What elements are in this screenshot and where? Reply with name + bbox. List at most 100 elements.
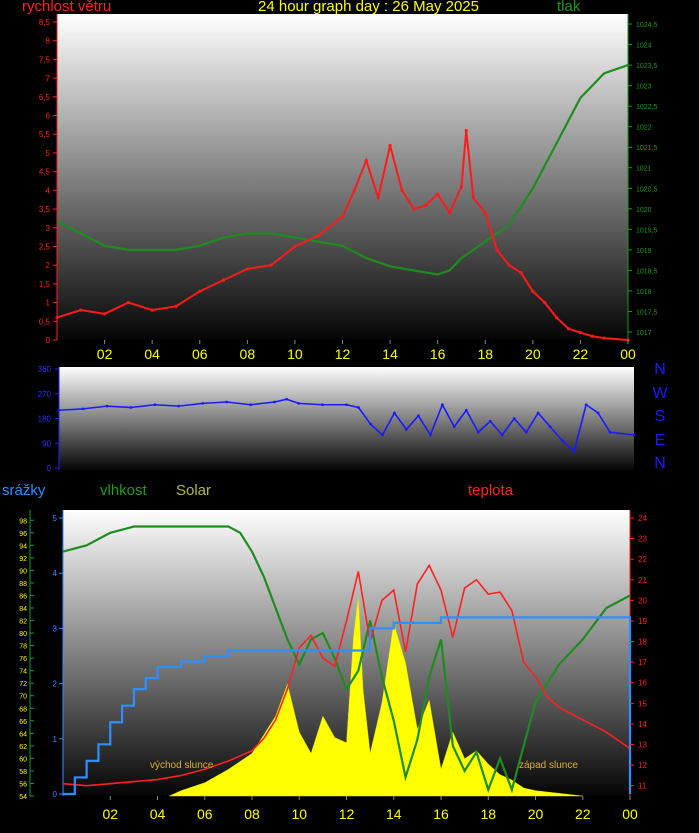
wind-point — [412, 207, 416, 211]
wind-point — [352, 188, 356, 192]
pressure-line — [56, 64, 629, 276]
wind-axis-tick-label: 6 — [46, 112, 51, 121]
wind-axis-tick-label: 3,5 — [39, 205, 51, 214]
wind-axis-tick-label: 8 — [46, 37, 51, 46]
direction-point — [452, 425, 456, 429]
wind-point — [55, 315, 59, 320]
humidity-axis-tick-label: 72 — [19, 681, 27, 688]
wind-axis-tick-label: 5 — [46, 149, 51, 158]
pressure-label: tlak — [557, 0, 581, 15]
wind-speed-label: rychlost větru — [22, 0, 112, 15]
direction-point — [273, 400, 277, 404]
direction-point — [548, 425, 552, 429]
direction-point — [632, 433, 636, 437]
direction-letter: N — [654, 361, 666, 378]
pressure-axis-tick-label: 1023,5 — [636, 63, 658, 70]
humidity-axis-tick-label: 60 — [19, 756, 27, 763]
x-tick-label: 16 — [433, 806, 449, 822]
x-tick-label: 08 — [244, 806, 260, 822]
pressure-axis-tick-label: 1021,5 — [636, 145, 658, 152]
humidity-axis-tick-label: 56 — [19, 781, 27, 788]
wind-axis-tick-label: 2 — [46, 261, 51, 270]
wind-point — [126, 300, 130, 305]
pressure-axis-tick-label: 1020,5 — [636, 186, 658, 193]
direction-point — [560, 439, 564, 442]
humidity-axis-tick-label: 64 — [19, 731, 27, 738]
humidity-axis-tick-label: 66 — [19, 719, 27, 726]
wind-point — [317, 233, 321, 237]
wind-point — [424, 203, 428, 207]
wind-point — [566, 327, 571, 331]
wind-point — [436, 192, 440, 196]
wind-point — [293, 244, 297, 249]
x-tick-label: 06 — [192, 346, 208, 362]
wind-point — [483, 211, 487, 215]
wind-axis-tick-label: 7,5 — [39, 55, 51, 64]
x-tick-label: 18 — [480, 806, 496, 822]
wind-point — [543, 300, 547, 305]
direction-point — [512, 417, 516, 420]
humidity-axis-tick-label: 54 — [19, 794, 27, 801]
x-tick-label: 00 — [620, 346, 636, 362]
x-tick-label: 10 — [291, 806, 307, 822]
temperature-axis-tick-label: 12 — [638, 761, 647, 770]
wind-pressure-chart: 0 0,5 1 1,5 2 2,5 3 3,5 4 4,5 5 5,5 6 6,5 7 7,5 8 8,5 1017… — [39, 14, 658, 362]
rain-axis-tick-label: 3 — [53, 624, 58, 633]
plot-area-2 — [59, 367, 634, 470]
x-tick-label: 12 — [335, 346, 351, 362]
pressure-axis-tick-label: 1020 — [636, 207, 652, 214]
direction-point — [464, 408, 468, 412]
rain-line — [63, 616, 632, 796]
wind-direction-chart: 0 90 180 270 360 — [38, 365, 636, 473]
direction-axis-tick-label: 0 — [47, 464, 52, 473]
wind-point — [447, 211, 452, 215]
wind-axis-tick-label: 5,5 — [39, 130, 51, 139]
pressure-axis-tick-label: 1023 — [636, 84, 652, 91]
direction-point — [201, 401, 205, 405]
direction-letter: S — [654, 408, 666, 425]
direction-point — [369, 422, 372, 426]
direction-point — [381, 433, 384, 437]
wind-point — [245, 267, 249, 271]
humidity-axis-tick-label: 90 — [19, 568, 27, 575]
direction-point — [476, 430, 480, 434]
rain-axis-tick-label: 5 — [53, 514, 58, 523]
wind-point — [198, 289, 202, 293]
pressure-axis-tick-label: 1018,5 — [636, 268, 658, 275]
humidity-axis-tick-label: 74 — [19, 669, 27, 676]
humidity-axis-tick-label: 78 — [19, 644, 27, 651]
direction-axis-tick-label: 180 — [38, 415, 52, 424]
wind-point — [507, 263, 511, 267]
rain-axis-tick-label: 0 — [53, 790, 58, 799]
direction-point — [428, 433, 432, 437]
direction-point — [297, 401, 300, 405]
sunrise-label: východ slunce — [150, 760, 214, 771]
direction-point — [357, 406, 360, 409]
x-tick-label: 20 — [528, 806, 544, 822]
rain-axis-tick-label: 4 — [53, 569, 58, 578]
direction-axis-tick-label: 270 — [38, 390, 52, 399]
direction-point — [81, 407, 85, 411]
direction-axis-tick-label: 90 — [42, 439, 51, 448]
wind-point — [340, 214, 345, 219]
pressure-axis-tick-label: 1017 — [636, 330, 652, 337]
wind-point — [578, 330, 583, 335]
direction-point — [500, 433, 504, 437]
humidity-label: vlhkost — [100, 482, 147, 499]
direction-point — [608, 430, 612, 434]
wind-point — [400, 188, 404, 192]
x-tick-label: 04 — [144, 346, 160, 362]
direction-letter: E — [654, 431, 666, 449]
wind-point — [376, 196, 380, 200]
humidity-axis-tick-label: 98 — [19, 518, 27, 525]
x-tick-label: 08 — [240, 346, 256, 362]
wind-point — [519, 271, 523, 275]
humidity-axis-tick-label: 86 — [19, 593, 27, 600]
direction-point — [225, 400, 229, 404]
wind-axis-tick-label: 0,5 — [39, 317, 51, 326]
pressure-axis-tick-label: 1022,5 — [636, 104, 658, 111]
temperature-axis-tick-label: 14 — [638, 720, 647, 729]
direction-point — [416, 414, 420, 418]
direction-point — [536, 411, 540, 415]
